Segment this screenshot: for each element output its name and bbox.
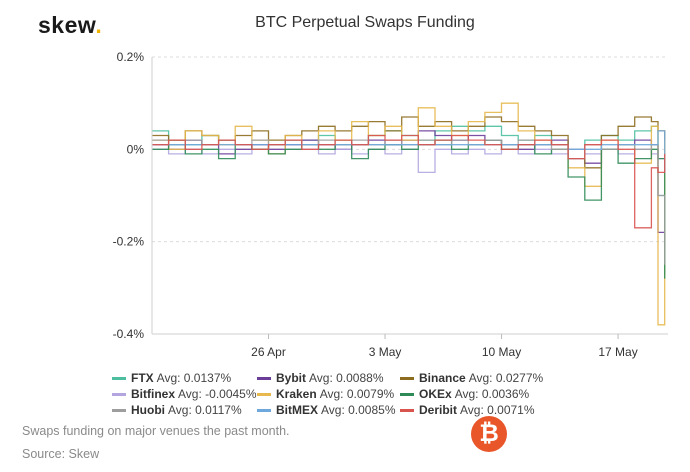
legend-series-name: Bybit	[276, 371, 306, 385]
chart-title: BTC Perpetual Swaps Funding	[255, 14, 475, 31]
legend-swatch	[257, 392, 271, 396]
legend-item-ftx[interactable]: FTX Avg: 0.0137%	[112, 370, 231, 386]
series-line-kraken	[152, 102, 666, 326]
series-layer	[152, 102, 666, 326]
y-tick-label: -0.4%	[113, 327, 145, 341]
bitcoin-icon: ₿	[471, 416, 507, 452]
legend-series-avg: Avg: 0.0085%	[321, 403, 396, 417]
chart-source: Source: Skew	[22, 447, 100, 461]
legend-series-name: Huobi	[131, 403, 165, 417]
legend-item-binance[interactable]: Binance Avg: 0.0277%	[400, 370, 543, 386]
legend-swatch	[112, 392, 126, 396]
legend-series-name: OKEx	[419, 387, 452, 401]
y-tick-label: 0.2%	[117, 50, 145, 64]
legend-swatch	[112, 408, 126, 412]
legend-swatch	[257, 408, 271, 412]
legend-series-avg: Avg: 0.0117%	[168, 403, 242, 417]
funding-chart: 0.2% 0% -0.2% -0.4% 26 Apr 3 May 10 May 17 May	[113, 50, 668, 359]
legend-item-kraken[interactable]: Kraken Avg: 0.0079%	[257, 386, 394, 402]
legend-series-avg: Avg: 0.0088%	[309, 371, 384, 385]
series-line-binance	[152, 116, 666, 169]
legend-series-name: Deribit	[419, 403, 458, 417]
series-line-bitfinex	[152, 148, 666, 174]
legend-item-bybit[interactable]: Bybit Avg: 0.0088%	[257, 370, 384, 386]
x-tick-label: 3 May	[369, 345, 402, 359]
x-tick-label: 26 Apr	[251, 345, 286, 359]
y-tick-label: 0%	[127, 142, 145, 156]
y-tick-label: -0.2%	[113, 235, 145, 249]
x-tick-label: 10 May	[482, 345, 521, 359]
legend-series-name: Binance	[419, 371, 466, 385]
legend-series-avg: Avg: 0.0277%	[468, 371, 544, 385]
legend-item-bitfinex[interactable]: Bitfinex Avg: -0.0045%	[112, 386, 257, 402]
legend-series-avg: Avg: 0.0137%	[156, 371, 232, 385]
chart-card: skew. BTC Perpetual Swaps Funding 0.2% 0%…	[38, 12, 668, 418]
series-line-okex	[152, 139, 666, 279]
legend-item-deribit[interactable]: Deribit Avg: 0.0071%	[400, 402, 535, 418]
legend-swatch	[112, 376, 126, 380]
series-line-bitmex	[152, 130, 666, 173]
legend-series-name: FTX	[131, 371, 154, 385]
legend-swatch	[400, 392, 414, 396]
legend-swatch	[257, 376, 271, 380]
legend-swatch	[400, 408, 414, 412]
x-tick-label: 17 May	[598, 345, 637, 359]
legend-series-name: BitMEX	[276, 403, 318, 417]
legend-series-avg: Avg: 0.0079%	[319, 387, 395, 401]
legend-series-avg: Avg: 0.0036%	[454, 387, 530, 401]
legend-item-huobi[interactable]: Huobi Avg: 0.0117%	[112, 402, 242, 418]
legend-series-avg: Avg: 0.0071%	[460, 403, 535, 417]
axis-layer: 0.2% 0% -0.2% -0.4% 26 Apr 3 May 10 May 17 May	[113, 50, 668, 359]
legend-item-bitmex[interactable]: BitMEX Avg: 0.0085%	[257, 402, 396, 418]
series-line-deribit	[152, 134, 666, 229]
brand-name: skew	[38, 12, 96, 38]
brand-dot: .	[95, 12, 103, 38]
chart-caption: Swaps funding on major venues the past m…	[22, 424, 290, 438]
legend-swatch	[400, 376, 414, 380]
legend-item-okex[interactable]: OKEx Avg: 0.0036%	[400, 386, 529, 402]
legend-series-avg: Avg: -0.0045%	[178, 387, 257, 401]
legend-series-name: Kraken	[276, 387, 317, 401]
legend-series-name: Bitfinex	[131, 387, 176, 401]
brand-logo: skew.	[38, 12, 102, 39]
